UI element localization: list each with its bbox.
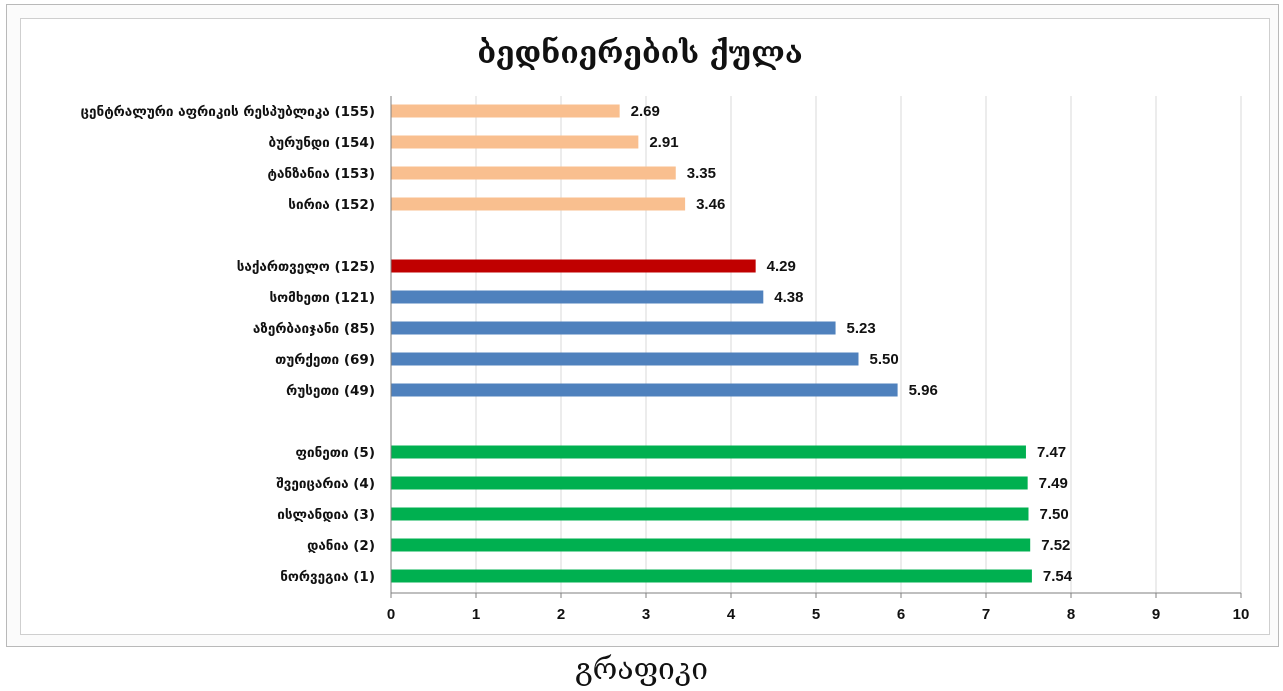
bar: [391, 352, 859, 366]
category-label: სომხეთი (121): [269, 290, 375, 306]
bar: [391, 445, 1026, 459]
data-label: 4.29: [767, 258, 796, 275]
category-label: ცენტრალური აფრიკის რესპუბლიკა (155): [81, 104, 375, 120]
bar: [391, 476, 1028, 490]
bar: [391, 166, 676, 180]
x-tick-label: 8: [1067, 606, 1075, 623]
data-label: 7.54: [1043, 568, 1073, 585]
x-tick-label: 4: [727, 606, 736, 623]
x-tick-label: 6: [897, 606, 905, 623]
category-label: ფინეთი (5): [296, 445, 376, 461]
category-label: თურქეთი (69): [275, 352, 375, 368]
data-label: 5.50: [870, 351, 899, 368]
data-label: 2.91: [649, 134, 678, 151]
x-tick-label: 0: [387, 606, 395, 623]
data-label: 3.35: [687, 165, 716, 182]
bar: [391, 383, 898, 397]
category-label: ნორვეგია (1): [280, 569, 375, 585]
x-tick-label: 3: [642, 606, 650, 623]
x-tick-label: 1: [472, 606, 480, 623]
category-label: აზერბაიჯანი (85): [253, 321, 375, 337]
category-label: დანია (2): [307, 538, 375, 554]
category-label: საქართველო (125): [237, 259, 375, 275]
bar: [391, 197, 686, 211]
data-label: 3.46: [696, 196, 725, 213]
x-tick-label: 7: [982, 606, 990, 623]
data-label: 2.69: [631, 103, 660, 120]
x-tick-label: 5: [812, 606, 820, 623]
bar: [391, 538, 1031, 552]
bar: [391, 569, 1032, 583]
bar: [391, 259, 756, 273]
data-label: 7.47: [1037, 444, 1066, 461]
bar: [391, 135, 639, 149]
happiness-bar-chart: ბედნიერების ქულა ცენტრალური აფრიკის რესპუ…: [81, 36, 1250, 623]
bar: [391, 104, 620, 118]
data-label: 7.50: [1040, 506, 1069, 523]
figure-caption: გრაფიკი: [574, 652, 708, 687]
bar: [391, 321, 836, 335]
data-label: 5.23: [847, 320, 876, 337]
bar: [391, 290, 764, 304]
category-label: შვეიცარია (4): [276, 476, 375, 492]
category-label: ისლანდია (3): [277, 507, 375, 523]
category-label: ტანზანია (153): [268, 166, 376, 182]
chart-title: ბედნიერების ქულა: [477, 36, 802, 71]
x-tick-label: 10: [1233, 606, 1250, 623]
data-label: 7.52: [1041, 537, 1070, 554]
x-tick-label: 2: [557, 606, 565, 623]
data-label: 5.96: [909, 382, 938, 399]
bar: [391, 507, 1029, 521]
x-tick-label: 9: [1152, 606, 1160, 623]
category-label: ბურუნდი (154): [269, 135, 375, 151]
category-label: რუსეთი (49): [286, 383, 375, 399]
data-label: 7.49: [1039, 475, 1068, 492]
data-label: 4.38: [774, 289, 803, 306]
category-label: სირია (152): [288, 197, 375, 213]
